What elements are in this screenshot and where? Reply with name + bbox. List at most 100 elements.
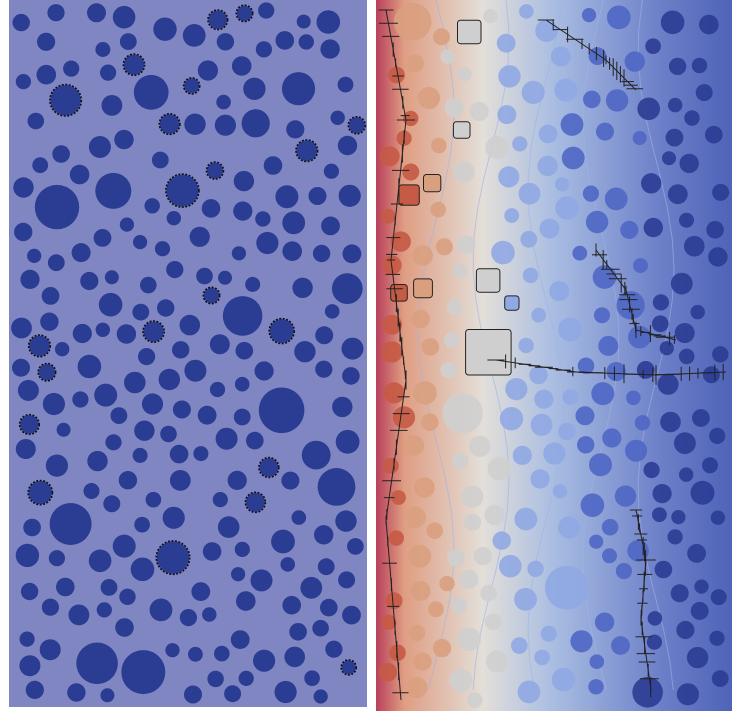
- debond-ring: [49, 83, 83, 117]
- inclusion-circle: [96, 602, 112, 618]
- inclusion-circle: [95, 172, 132, 209]
- inclusion-circle: [281, 471, 300, 490]
- inclusion-circle: [699, 14, 719, 35]
- inclusion-circle: [589, 534, 604, 549]
- inclusion-circle: [625, 439, 648, 462]
- inclusion-circle: [388, 530, 404, 546]
- inclusion-circle: [245, 492, 265, 512]
- inclusion-circle: [651, 315, 669, 333]
- debond-ring: [205, 161, 225, 180]
- inclusion-circle: [15, 439, 36, 459]
- inclusion-circle: [115, 618, 134, 637]
- inclusion-circle: [184, 113, 206, 135]
- inclusion-circle: [662, 151, 676, 166]
- inclusion-circle: [553, 484, 568, 499]
- inclusion-circle: [324, 304, 340, 319]
- inclusion-circle: [29, 335, 50, 357]
- inclusion-circle: [585, 210, 609, 234]
- inclusion-circle: [17, 379, 39, 401]
- inclusion-circle: [100, 688, 115, 703]
- inclusion-circle: [473, 547, 493, 566]
- inclusion-circle: [94, 383, 118, 407]
- inclusion-circle: [444, 98, 464, 118]
- inclusion-circle: [114, 129, 134, 150]
- inclusion-circle: [121, 650, 166, 695]
- inclusion-circle: [602, 428, 622, 448]
- debond-ring: [244, 491, 267, 514]
- inclusion-circle: [676, 620, 695, 640]
- inclusion-circle: [484, 613, 502, 631]
- inclusion-circle: [119, 217, 134, 232]
- inclusion-circle: [40, 312, 59, 331]
- inclusion-circle: [654, 560, 673, 579]
- inclusion-circle: [12, 358, 30, 377]
- inclusion-circle: [296, 140, 318, 161]
- inclusion-circle: [440, 361, 457, 379]
- inclusion-circle: [87, 3, 106, 23]
- inclusion-circle: [331, 273, 363, 304]
- inclusion-circle: [614, 485, 637, 507]
- inclusion-circle: [520, 230, 538, 248]
- inclusion-circle: [156, 541, 190, 574]
- inclusion-circle: [236, 5, 253, 22]
- inclusion-circle: [615, 562, 632, 580]
- inclusion-circle: [166, 211, 181, 226]
- inclusion-circle: [207, 670, 224, 688]
- inclusion-circle: [492, 531, 511, 550]
- debond-ring: [18, 413, 40, 436]
- inclusion-circle: [582, 185, 599, 202]
- inclusion-circle: [634, 415, 651, 431]
- inclusion-circle: [408, 544, 432, 568]
- inclusion-circle: [530, 469, 550, 489]
- debond-ring: [295, 139, 319, 163]
- inclusion-circle: [98, 292, 123, 317]
- inclusion-circle: [275, 185, 299, 209]
- inclusion-circle: [159, 114, 180, 134]
- inclusion-circle: [76, 642, 118, 685]
- inclusion-circle: [105, 434, 122, 451]
- inclusion-circle: [315, 326, 334, 345]
- inclusion-circle: [684, 110, 700, 126]
- inclusion-circle: [555, 177, 570, 192]
- inclusion-circle: [258, 2, 275, 19]
- inclusion-circle: [709, 427, 726, 444]
- inclusion-circle: [101, 95, 123, 116]
- inclusion-circle: [636, 361, 655, 379]
- inclusion-circle: [11, 317, 32, 339]
- inclusion-circle: [410, 580, 431, 601]
- inclusion-circle: [143, 321, 164, 342]
- inclusion-circle: [671, 509, 686, 525]
- inclusion-circle: [514, 507, 538, 531]
- inclusion-circle: [647, 611, 663, 626]
- inclusion-circle: [439, 575, 455, 592]
- inclusion-circle: [605, 89, 629, 112]
- debond-ring: [122, 53, 146, 77]
- inclusion-circle: [304, 670, 320, 686]
- inclusion-circle: [68, 604, 90, 626]
- inclusion-circle: [712, 183, 730, 201]
- inclusion-circle: [292, 277, 313, 298]
- inclusion-circle: [231, 56, 252, 76]
- inclusion-circle: [312, 244, 331, 263]
- inclusion-circle: [466, 692, 483, 708]
- inclusion-circle: [330, 110, 345, 126]
- damaged-inclusion: [413, 278, 433, 299]
- inclusion-circle: [227, 470, 247, 490]
- inclusion-circle: [348, 117, 365, 134]
- inclusion-circle: [626, 390, 641, 406]
- inclusion-circle: [392, 406, 416, 429]
- inclusion-circle: [440, 49, 455, 64]
- debond-ring: [27, 334, 52, 358]
- inclusion-circle: [708, 247, 728, 267]
- inclusion-circle: [498, 65, 521, 88]
- inclusion-circle: [42, 392, 65, 416]
- inclusion-circle: [141, 393, 164, 415]
- inclusion-circle: [342, 367, 360, 385]
- inclusion-circle: [545, 565, 589, 610]
- inclusion-circle: [404, 506, 426, 529]
- inclusion-circle: [589, 453, 612, 477]
- inclusion-circle: [643, 217, 663, 238]
- inclusion-circle: [25, 680, 44, 700]
- inclusion-circle: [255, 211, 271, 227]
- inclusion-circle: [110, 407, 128, 424]
